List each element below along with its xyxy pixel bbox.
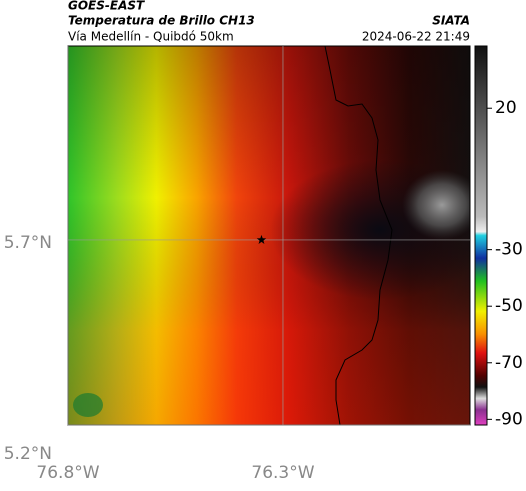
title: Temperatura de Brillo CH13 xyxy=(68,14,255,28)
x-tick-label: 76.8°W xyxy=(36,463,99,483)
colorbar-tick-label: -90 xyxy=(495,409,523,429)
x-tick-label: 76.3°W xyxy=(251,463,314,483)
colorbar-tick-label: -70 xyxy=(495,353,523,373)
y-tick-label: 5.2°N xyxy=(4,444,52,464)
colorbar xyxy=(474,45,488,426)
subtitle: Vía Medellín - Quibdó 50km xyxy=(68,30,234,44)
org: SIATA xyxy=(432,14,470,28)
raster xyxy=(68,46,470,425)
location-marker xyxy=(256,234,267,244)
datetime: 2024-06-22 21:49 xyxy=(362,30,470,44)
colorbar-tick-label: -30 xyxy=(495,240,523,260)
colorbar-tick-label: -50 xyxy=(495,296,523,316)
source: GOES-EAST xyxy=(68,0,145,13)
y-tick-label: 5.7°N xyxy=(4,233,52,253)
colorbar-tick-label: 20 xyxy=(495,98,517,118)
